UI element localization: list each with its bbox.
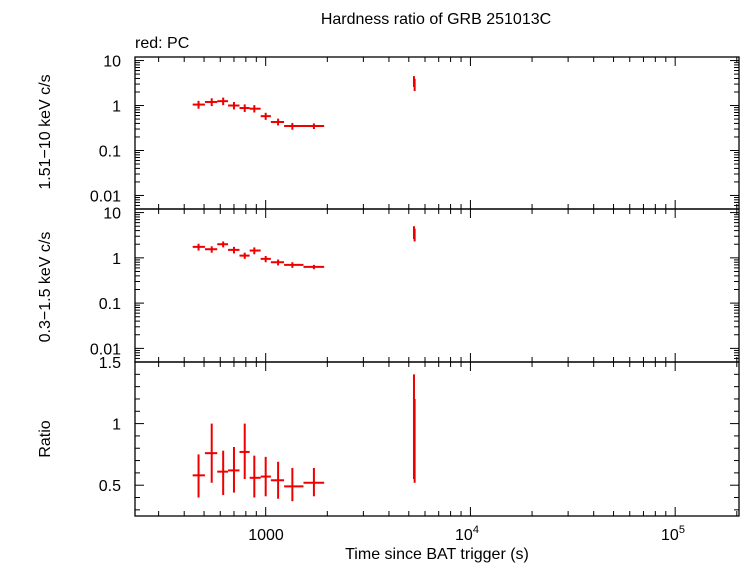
- y-tick-label: 1: [112, 417, 121, 434]
- data-point: [192, 243, 205, 251]
- panel-soft: 10 1 0.1 0.01: [90, 206, 740, 363]
- data-point: [284, 122, 304, 130]
- y-axis-label-soft: 0.3−1.5 keV c/s: [37, 232, 54, 343]
- data-point: [270, 118, 285, 126]
- data-point: [249, 105, 261, 113]
- data-point: [413, 228, 416, 242]
- data-point: [204, 98, 218, 107]
- data-point: [249, 247, 261, 255]
- y-tick-label: 0.1: [99, 143, 121, 160]
- data-point: [228, 447, 240, 493]
- data-point: [260, 112, 271, 120]
- data-point: [228, 101, 240, 110]
- data-point: [217, 450, 229, 496]
- x-axis-label: Time since BAT trigger (s): [345, 546, 529, 563]
- data-point: [303, 123, 325, 130]
- x-tick-label-1000: 1000: [248, 527, 284, 544]
- data-point: [260, 456, 271, 497]
- y-tick-label: 0.5: [99, 478, 121, 495]
- chart-title: Hardness ratio of GRB 251013C: [321, 11, 551, 28]
- data-point: [284, 467, 304, 502]
- data-point: [284, 262, 304, 268]
- x-tick-labels: 1000 104 105: [248, 524, 685, 544]
- y-tick-label: 10: [103, 54, 121, 71]
- y-tick-label: 0.01: [90, 188, 121, 205]
- data-point: [413, 398, 416, 483]
- y-tick-label: 1: [112, 251, 121, 268]
- y-tick-label: 10: [103, 206, 121, 223]
- data-point: [217, 241, 229, 248]
- data-point: [249, 455, 261, 498]
- data-point: [192, 454, 205, 498]
- y-axis-label-hard: 1.51−10 keV c/s: [37, 74, 54, 189]
- data-point: [239, 423, 250, 480]
- data-point: [239, 104, 250, 112]
- panel-frame-ratio: [134, 361, 740, 517]
- data-point: [228, 246, 240, 254]
- data-point: [217, 97, 229, 106]
- panel-frame-hard: [134, 56, 740, 210]
- panel-ratio: 1.5 1 0.5: [99, 355, 740, 517]
- data-point: [192, 100, 205, 109]
- data-point: [204, 246, 218, 253]
- data-point: [413, 78, 416, 92]
- legend-label: red: PC: [135, 35, 189, 52]
- panel-frame-soft: [134, 208, 740, 363]
- y-tick-label: 1.5: [99, 355, 121, 372]
- panel-hard: 10 1 0.1 0.01: [90, 54, 740, 210]
- data-point: [239, 252, 250, 259]
- y-tick-label: 0.01: [90, 341, 121, 358]
- x-tick-label-1e5: 105: [661, 524, 685, 544]
- y-tick-label: 1: [112, 99, 121, 116]
- data-point: [204, 423, 218, 483]
- data-point: [303, 264, 325, 270]
- y-tick-label: 0.1: [99, 296, 121, 313]
- data-point: [260, 255, 271, 263]
- data-point: [270, 259, 285, 266]
- y-axis-label-ratio: Ratio: [37, 420, 54, 457]
- x-tick-label-1e4: 104: [455, 524, 479, 544]
- data-point: [270, 461, 285, 499]
- data-point: [303, 467, 325, 497]
